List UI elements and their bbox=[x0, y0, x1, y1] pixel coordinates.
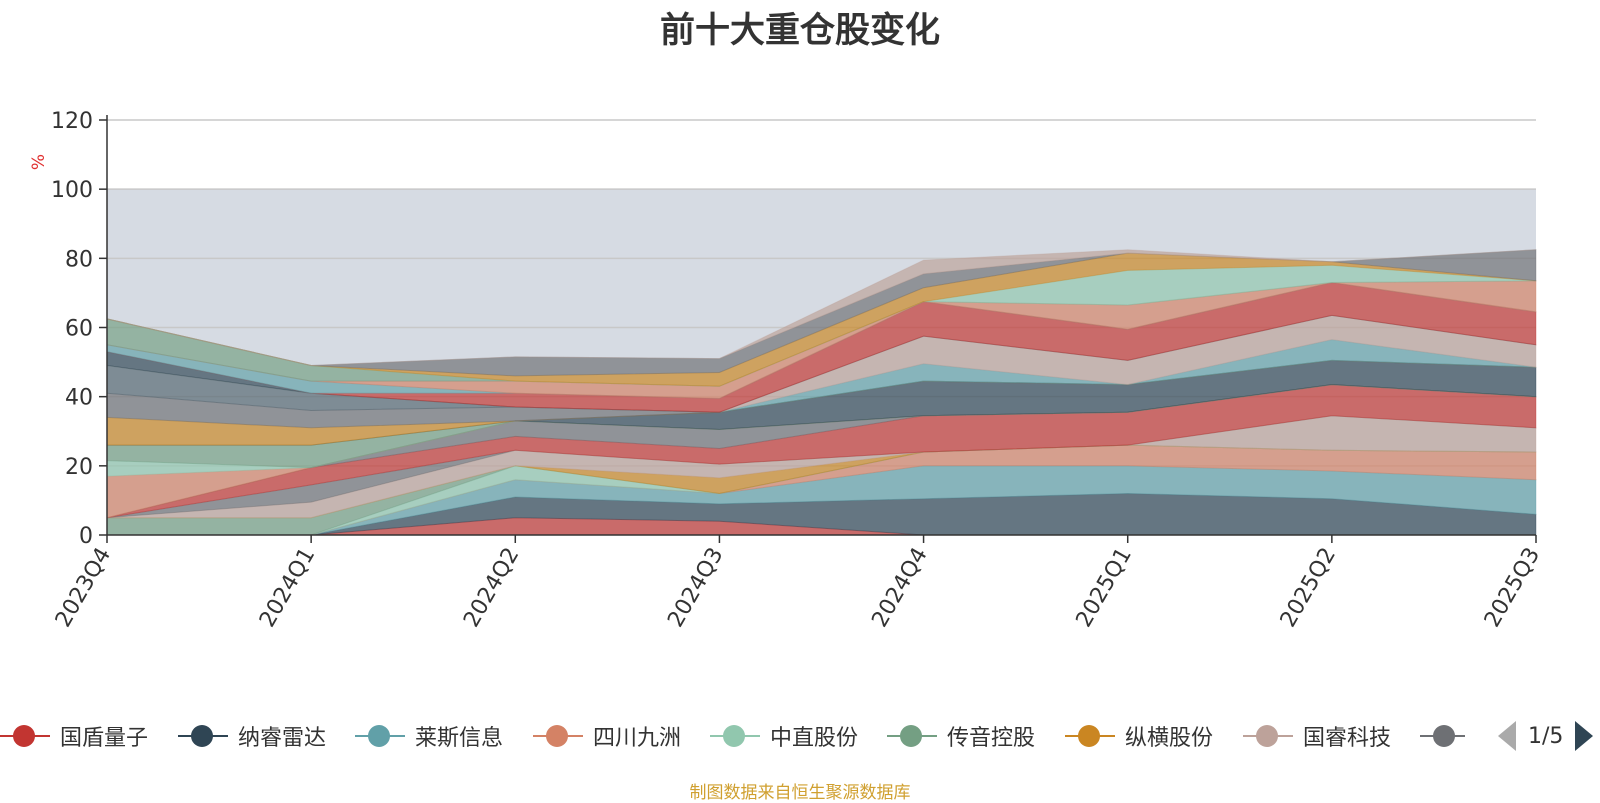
legend-page-indicator: 1/5 bbox=[1528, 723, 1564, 749]
area-series-12 bbox=[106, 384, 1537, 519]
area-series-33 bbox=[106, 249, 1537, 367]
area-series-2 bbox=[107, 492, 1537, 536]
legend-item[interactable]: 纳睿雷达 bbox=[178, 718, 326, 754]
x-tick-label: 2025Q1 bbox=[1072, 544, 1137, 632]
legend-item[interactable]: 中 bbox=[1420, 718, 1465, 754]
x-tick-label: 2024Q3 bbox=[663, 544, 728, 632]
legend-label: 传音控股 bbox=[947, 726, 1036, 751]
area-series-6 bbox=[106, 444, 1537, 536]
legend-swatch-icon bbox=[710, 718, 760, 754]
area-series-8 bbox=[106, 415, 1537, 519]
area-series-21 bbox=[106, 359, 1537, 429]
legend-swatch-icon bbox=[887, 718, 937, 754]
legend-items: 国盾量子 纳睿雷达 莱斯信息 四川九洲 中直股份 传音控股 纵横股份 国睿科技 中 bbox=[0, 718, 1465, 754]
area-series-4 bbox=[107, 444, 1537, 536]
area-series-3 bbox=[107, 465, 1537, 536]
legend-swatch-icon bbox=[0, 718, 50, 754]
y-tick-label: 0 bbox=[79, 524, 93, 549]
x-tick-label: 2025Q2 bbox=[1276, 544, 1341, 632]
chart-title: 前十大重仓股变化 bbox=[659, 11, 940, 51]
legend-label: 国盾量子 bbox=[60, 726, 149, 751]
y-tick-label: 20 bbox=[65, 455, 93, 480]
legend-swatch-icon bbox=[178, 718, 228, 754]
legend-item[interactable]: 中直股份 bbox=[710, 718, 858, 754]
legend-item[interactable]: 莱斯信息 bbox=[355, 718, 503, 754]
legend-label: 国睿科技 bbox=[1303, 726, 1392, 751]
legend-next-arrow-icon[interactable] bbox=[1575, 721, 1594, 751]
area-series-32 bbox=[106, 249, 1537, 377]
legend-item[interactable]: 国睿科技 bbox=[1243, 718, 1391, 754]
legend-label: 纵横股份 bbox=[1125, 726, 1214, 751]
y-tick-label: 100 bbox=[51, 178, 93, 203]
legend-item[interactable]: 纵横股份 bbox=[1065, 718, 1213, 754]
y-tick-label: 40 bbox=[65, 386, 93, 411]
x-tick-label: 2024Q4 bbox=[867, 544, 932, 632]
legend-swatch-icon bbox=[533, 718, 583, 754]
legend-label: 四川九洲 bbox=[593, 726, 682, 751]
legend-label: 中直股份 bbox=[770, 726, 859, 751]
legend-item[interactable]: 四川九洲 bbox=[533, 718, 681, 754]
y-tick-label: 60 bbox=[65, 317, 93, 342]
chart-plot: 0 20 40 60 80 100 120 2023Q4 2024Q1 2024Q2 2024Q3 2… bbox=[29, 109, 1545, 632]
legend-item[interactable]: 传音控股 bbox=[887, 718, 1035, 754]
legend-swatch-icon bbox=[1243, 718, 1293, 754]
area-series-22 bbox=[106, 359, 1537, 413]
x-tick-label: 2024Q2 bbox=[459, 544, 524, 632]
x-tick-label: 2024Q1 bbox=[255, 544, 320, 632]
legend-swatch-icon bbox=[355, 718, 405, 754]
legend-pager: 1/5 bbox=[1498, 718, 1594, 754]
x-tick-label: 2023Q4 bbox=[51, 544, 116, 632]
legend-item[interactable]: 国盾量子 bbox=[0, 718, 148, 754]
y-tick-label: 80 bbox=[65, 247, 93, 272]
legend-prev-arrow-icon[interactable] bbox=[1498, 721, 1516, 751]
legend-label: 莱斯信息 bbox=[415, 726, 504, 751]
y-tick-label: 120 bbox=[51, 109, 93, 134]
x-tick-label: 2025Q3 bbox=[1480, 544, 1545, 632]
y-axis-unit-label: % bbox=[29, 154, 49, 170]
stacked-areas bbox=[106, 249, 1537, 536]
area-series-28 bbox=[106, 280, 1537, 399]
data-source-footer: 制图数据来自恒生聚源数据库 bbox=[689, 783, 911, 803]
legend: 国盾量子 纳睿雷达 莱斯信息 四川九洲 中直股份 传音控股 纵横股份 国睿科技 中 bbox=[0, 718, 1600, 754]
legend-swatch-icon bbox=[1065, 718, 1115, 754]
legend-label: 纳睿雷达 bbox=[238, 726, 327, 751]
legend-swatch-icon bbox=[1420, 718, 1465, 754]
area-series-24 bbox=[106, 314, 1537, 413]
